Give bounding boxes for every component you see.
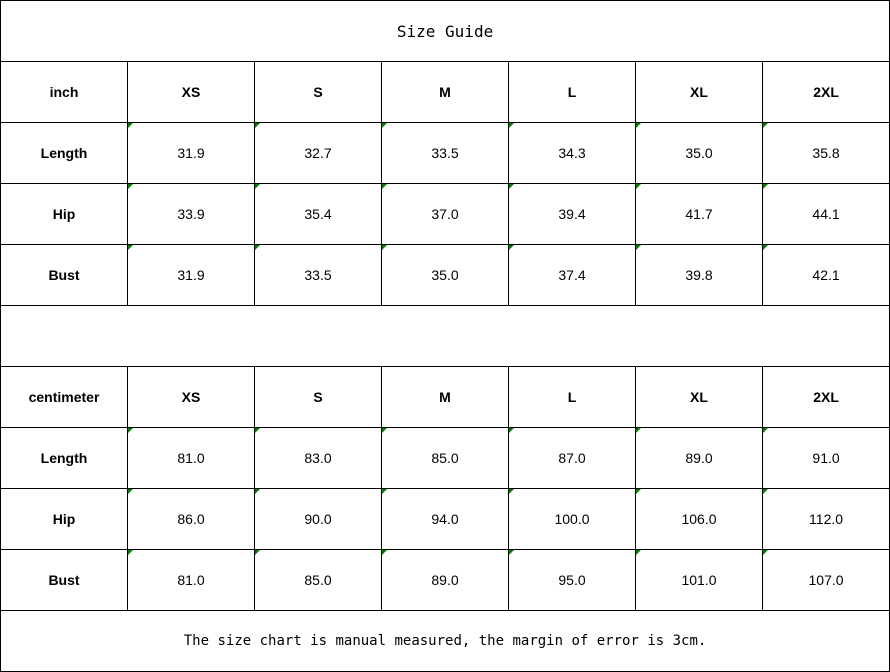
value-cell[interactable]: 41.7 bbox=[635, 183, 763, 245]
value-cell[interactable]: 33.9 bbox=[127, 183, 255, 245]
row-label[interactable]: Length bbox=[0, 122, 128, 184]
size-header[interactable]: 2XL bbox=[761, 366, 890, 428]
value-cell[interactable]: 95.0 bbox=[508, 549, 636, 611]
value-cell[interactable]: 107.0 bbox=[761, 549, 890, 611]
row-label[interactable]: Bust bbox=[0, 549, 128, 611]
footer-note[interactable]: The size chart is manual measured, the m… bbox=[0, 610, 890, 672]
value-cell[interactable]: 89.0 bbox=[635, 427, 763, 489]
size-header[interactable]: XL bbox=[635, 366, 763, 428]
value-cell[interactable]: 94.0 bbox=[381, 488, 509, 550]
table-row: Bust 81.0 85.0 89.0 95.0 101.0 107.0 bbox=[0, 549, 890, 611]
spacer-row[interactable] bbox=[0, 305, 890, 367]
value-cell[interactable]: 85.0 bbox=[254, 549, 382, 611]
value-cell[interactable]: 37.4 bbox=[508, 244, 636, 306]
value-cell[interactable]: 83.0 bbox=[254, 427, 382, 489]
header-row: centimeter XS S M L XL 2XL bbox=[0, 366, 890, 428]
value-cell[interactable]: 89.0 bbox=[381, 549, 509, 611]
value-cell[interactable]: 31.9 bbox=[127, 244, 255, 306]
value-cell[interactable]: 81.0 bbox=[127, 427, 255, 489]
size-header[interactable]: M bbox=[381, 61, 509, 123]
row-label[interactable]: Hip bbox=[0, 183, 128, 245]
value-cell[interactable]: 90.0 bbox=[254, 488, 382, 550]
table-row: Length 81.0 83.0 85.0 87.0 89.0 91.0 bbox=[0, 427, 890, 489]
value-cell[interactable]: 85.0 bbox=[381, 427, 509, 489]
value-cell[interactable]: 33.5 bbox=[381, 122, 509, 184]
value-cell[interactable]: 39.8 bbox=[635, 244, 763, 306]
header-row: inch XS S M L XL 2XL bbox=[0, 61, 890, 123]
size-header[interactable]: 2XL bbox=[761, 61, 890, 123]
value-cell[interactable]: 32.7 bbox=[254, 122, 382, 184]
value-cell[interactable]: 91.0 bbox=[761, 427, 890, 489]
unit-header[interactable]: inch bbox=[0, 61, 128, 123]
size-header[interactable]: XS bbox=[127, 366, 255, 428]
value-cell[interactable]: 101.0 bbox=[635, 549, 763, 611]
row-label[interactable]: Hip bbox=[0, 488, 128, 550]
size-header[interactable]: XS bbox=[127, 61, 255, 123]
unit-header[interactable]: centimeter bbox=[0, 366, 128, 428]
row-label[interactable]: Length bbox=[0, 427, 128, 489]
table-row: Hip 33.9 35.4 37.0 39.4 41.7 44.1 bbox=[0, 183, 890, 245]
row-label[interactable]: Bust bbox=[0, 244, 128, 306]
size-header[interactable]: L bbox=[508, 366, 636, 428]
value-cell[interactable]: 31.9 bbox=[127, 122, 255, 184]
value-cell[interactable]: 35.4 bbox=[254, 183, 382, 245]
value-cell[interactable]: 42.1 bbox=[761, 244, 890, 306]
value-cell[interactable]: 35.0 bbox=[635, 122, 763, 184]
value-cell[interactable]: 106.0 bbox=[635, 488, 763, 550]
table-row: Bust 31.9 33.5 35.0 37.4 39.8 42.1 bbox=[0, 244, 890, 306]
value-cell[interactable]: 81.0 bbox=[127, 549, 255, 611]
table-row: Hip 86.0 90.0 94.0 100.0 106.0 112.0 bbox=[0, 488, 890, 550]
value-cell[interactable]: 37.0 bbox=[381, 183, 509, 245]
table-row: Length 31.9 32.7 33.5 34.3 35.0 35.8 bbox=[0, 122, 890, 184]
size-header[interactable]: XL bbox=[635, 61, 763, 123]
size-header[interactable]: S bbox=[254, 366, 382, 428]
value-cell[interactable]: 86.0 bbox=[127, 488, 255, 550]
value-cell[interactable]: 35.8 bbox=[761, 122, 890, 184]
size-header[interactable]: L bbox=[508, 61, 636, 123]
value-cell[interactable]: 33.5 bbox=[254, 244, 382, 306]
value-cell[interactable]: 39.4 bbox=[508, 183, 636, 245]
size-header[interactable]: M bbox=[381, 366, 509, 428]
page-title[interactable]: Size Guide bbox=[0, 0, 890, 62]
size-header[interactable]: S bbox=[254, 61, 382, 123]
value-cell[interactable]: 112.0 bbox=[761, 488, 890, 550]
value-cell[interactable]: 87.0 bbox=[508, 427, 636, 489]
value-cell[interactable]: 35.0 bbox=[381, 244, 509, 306]
value-cell[interactable]: 34.3 bbox=[508, 122, 636, 184]
value-cell[interactable]: 44.1 bbox=[761, 183, 890, 245]
value-cell[interactable]: 100.0 bbox=[508, 488, 636, 550]
